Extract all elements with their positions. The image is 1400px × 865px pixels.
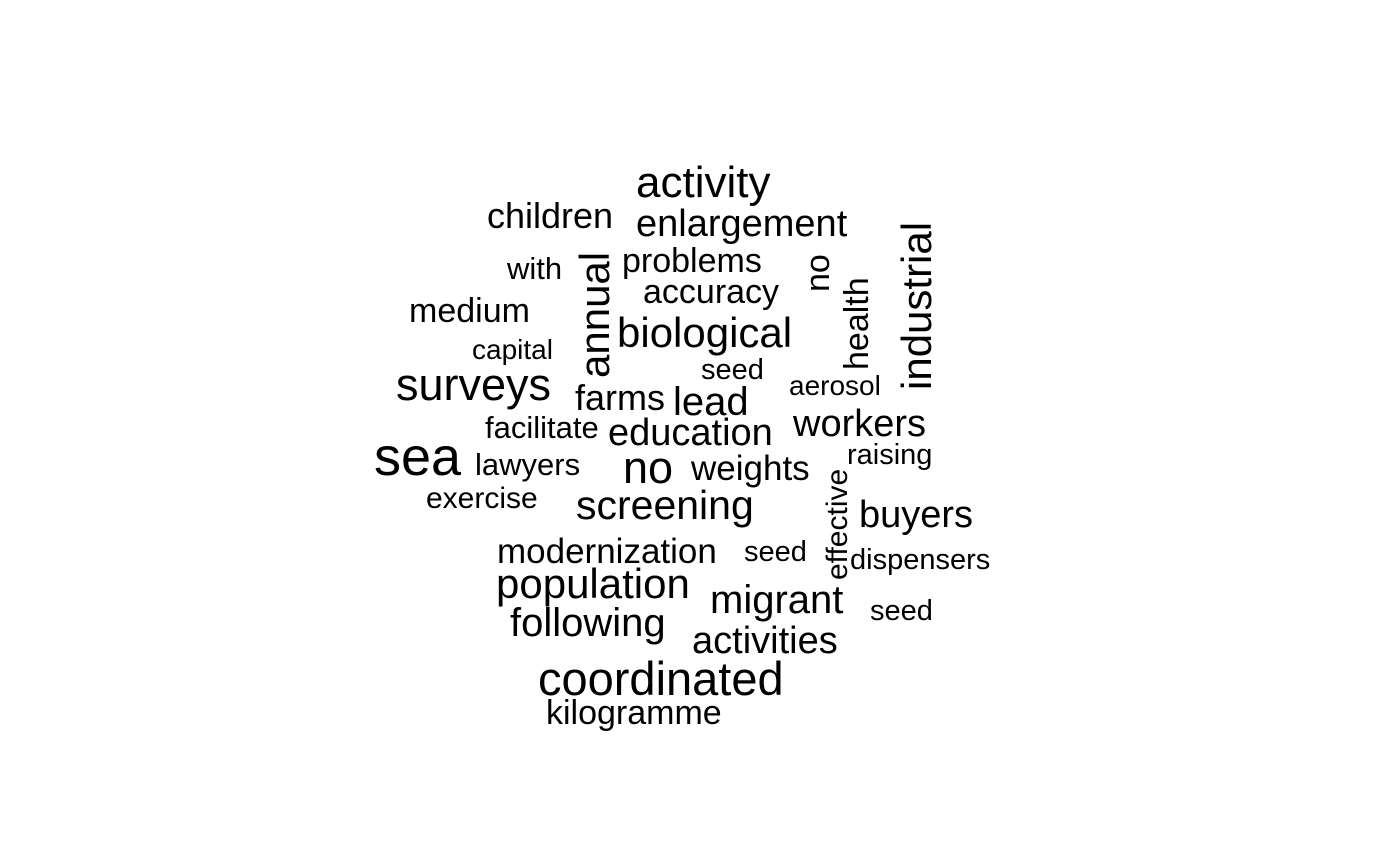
word: population — [496, 560, 690, 607]
word: effective — [821, 468, 854, 580]
word: kilogramme — [546, 694, 722, 732]
word: enlargement — [636, 203, 848, 245]
word: exercise — [426, 482, 538, 515]
word: aerosol — [789, 370, 881, 401]
word: lawyers — [475, 447, 581, 482]
word: education — [608, 412, 773, 454]
word: no — [799, 254, 837, 292]
word: seed — [701, 354, 764, 386]
word: farms — [575, 377, 665, 418]
word: with — [507, 251, 563, 286]
word: annual — [571, 251, 618, 378]
word: weights — [691, 449, 810, 488]
word: health — [838, 277, 876, 370]
word: workers — [793, 403, 927, 445]
word: screening — [576, 482, 754, 528]
word: children — [487, 195, 614, 236]
word: no — [623, 442, 674, 493]
word: activity — [636, 158, 771, 207]
word: dispensers — [850, 544, 991, 576]
word: following — [510, 601, 666, 645]
word: lead — [673, 380, 749, 424]
word: modernization — [497, 532, 717, 571]
word: seed — [744, 536, 807, 568]
word: activities — [692, 620, 838, 662]
word: sea — [374, 427, 462, 487]
word: capital — [472, 334, 553, 365]
word: seed — [870, 595, 933, 627]
word: facilitate — [485, 410, 599, 445]
word: medium — [409, 292, 530, 330]
word: biological — [617, 309, 793, 356]
word: raising — [847, 439, 933, 471]
word: buyers — [859, 494, 974, 536]
word: surveys — [396, 359, 552, 410]
word: industrial — [893, 221, 940, 390]
word: accuracy — [643, 273, 780, 311]
word: coordinated — [538, 652, 784, 705]
word: problems — [622, 242, 762, 280]
word: migrant — [710, 578, 844, 622]
